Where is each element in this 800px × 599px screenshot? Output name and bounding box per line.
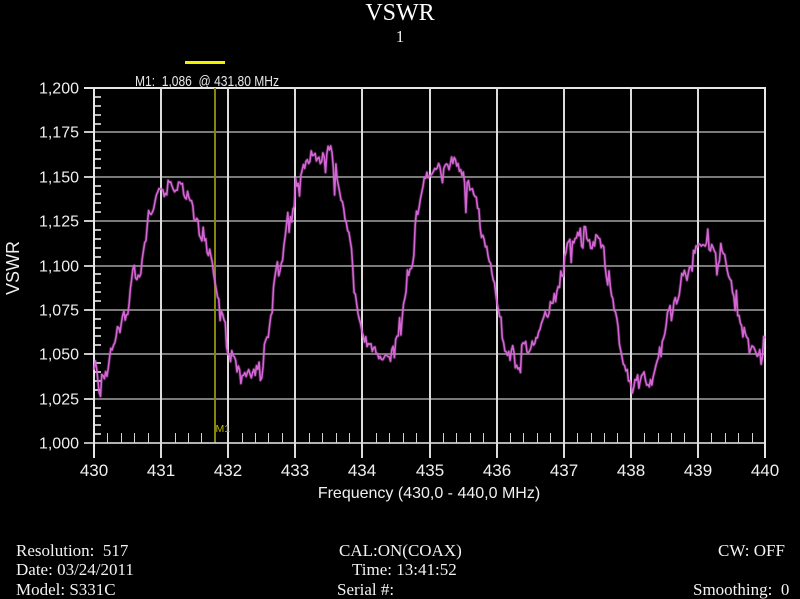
- svg-text:M1: M1: [216, 423, 231, 435]
- svg-text:Resolution: 517: Resolution: 517: [16, 541, 129, 560]
- svg-text:436: 436: [483, 461, 511, 480]
- svg-text:432: 432: [214, 461, 242, 480]
- svg-text:435: 435: [416, 461, 444, 480]
- svg-text:430: 430: [80, 461, 108, 480]
- svg-text:VSWR: VSWR: [365, 0, 434, 26]
- svg-text:Smoothing: 0: Smoothing: 0: [693, 580, 789, 599]
- svg-text:1: 1: [396, 27, 405, 46]
- svg-text:1,050: 1,050: [39, 347, 79, 364]
- svg-text:Frequency (430,0 - 440,0 MHz): Frequency (430,0 - 440,0 MHz): [318, 485, 540, 502]
- svg-text:Serial #:: Serial #:: [337, 580, 394, 599]
- svg-text:1,175: 1,175: [39, 125, 79, 142]
- svg-text:M1: 1,086 @ 431,80 MHz: M1: 1,086 @ 431,80 MHz: [135, 73, 279, 90]
- svg-text:434: 434: [348, 461, 376, 480]
- svg-text:431: 431: [147, 461, 175, 480]
- svg-text:1,025: 1,025: [39, 392, 79, 409]
- svg-text:1,200: 1,200: [39, 81, 79, 98]
- svg-text:Model: S331C: Model: S331C: [16, 580, 116, 599]
- svg-text:1,075: 1,075: [39, 303, 79, 320]
- svg-text:433: 433: [281, 461, 309, 480]
- svg-text:Time: 13:41:52: Time: 13:41:52: [352, 560, 457, 579]
- svg-text:1,150: 1,150: [39, 170, 79, 187]
- svg-text:440: 440: [751, 461, 779, 480]
- svg-text:1,100: 1,100: [39, 259, 79, 276]
- svg-text:437: 437: [550, 461, 578, 480]
- svg-text:438: 438: [617, 461, 645, 480]
- svg-text:1,000: 1,000: [39, 436, 79, 453]
- svg-text:VSWR: VSWR: [3, 241, 23, 295]
- svg-text:CAL:ON(COAX): CAL:ON(COAX): [339, 541, 462, 560]
- svg-text:CW: OFF: CW: OFF: [718, 541, 785, 560]
- svg-text:439: 439: [684, 461, 712, 480]
- svg-text:1,125: 1,125: [39, 214, 79, 231]
- svg-text:Date: 03/24/2011: Date: 03/24/2011: [16, 560, 134, 579]
